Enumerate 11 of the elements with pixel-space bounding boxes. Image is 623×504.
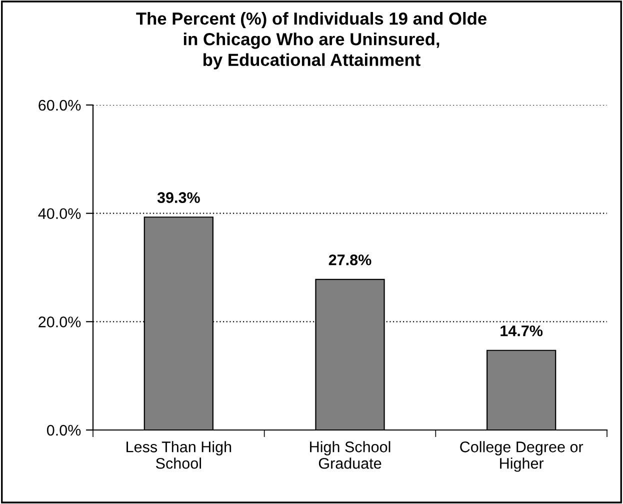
y-tick-label: 40.0% (38, 208, 81, 220)
x-tick-label: High School Graduate (310, 441, 390, 469)
x-tick-label: Less Than High School (126, 441, 232, 469)
y-tick-label: 60.0% (38, 100, 81, 111)
data-label: 14.7% (500, 325, 543, 336)
y-tick-label: 20.0% (38, 316, 81, 328)
chart-title: The Percent (%) of Individuals 19 and Olde in Chicago Who are Uninsured, by Educational Attainment (136, 12, 486, 70)
data-label: 27.8% (328, 254, 372, 266)
y-tick-label: 0.0% (46, 424, 81, 436)
data-label: 39.3% (157, 192, 200, 204)
x-tick-label: College Degree or Higher (460, 441, 584, 472)
